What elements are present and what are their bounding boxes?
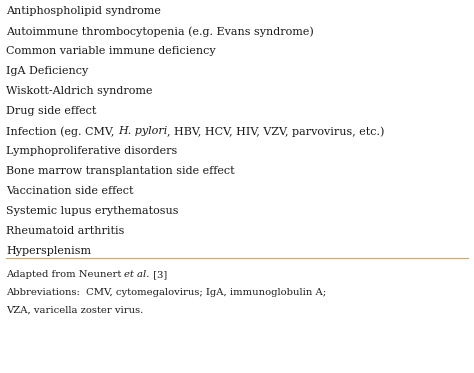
Text: VZA, varicella zoster virus.: VZA, varicella zoster virus. [6,306,143,315]
Text: Infection (eg. CMV,: Infection (eg. CMV, [6,126,118,137]
Text: H. pylori: H. pylori [118,126,167,136]
Text: Common variable immune deficiency: Common variable immune deficiency [6,46,216,56]
Text: Adapted from Neunert: Adapted from Neunert [6,270,125,279]
Text: Abbreviations:  CMV, cytomegalovirus; IgA, immunoglobulin A;: Abbreviations: CMV, cytomegalovirus; IgA… [6,288,326,297]
Text: , HBV, HCV, HIV, VZV, parvovirus, etc.): , HBV, HCV, HIV, VZV, parvovirus, etc.) [167,126,384,137]
Text: Lymphoproliferative disorders: Lymphoproliferative disorders [6,146,177,156]
Text: Systemic lupus erythematosus: Systemic lupus erythematosus [6,206,179,216]
Text: Hypersplenism: Hypersplenism [6,246,91,256]
Text: Drug side effect: Drug side effect [6,106,96,116]
Text: [3]: [3] [150,270,167,279]
Text: Antiphospholipid syndrome: Antiphospholipid syndrome [6,6,161,16]
Text: Bone marrow transplantation side effect: Bone marrow transplantation side effect [6,166,235,176]
Text: Rheumatoid arthritis: Rheumatoid arthritis [6,226,124,236]
Text: Vaccination side effect: Vaccination side effect [6,186,134,196]
Text: Autoimmune thrombocytopenia (e.g. Evans syndrome): Autoimmune thrombocytopenia (e.g. Evans … [6,26,314,37]
Text: IgA Deficiency: IgA Deficiency [6,66,88,76]
Text: Wiskott-Aldrich syndrome: Wiskott-Aldrich syndrome [6,86,153,96]
Text: et al.: et al. [125,270,150,279]
